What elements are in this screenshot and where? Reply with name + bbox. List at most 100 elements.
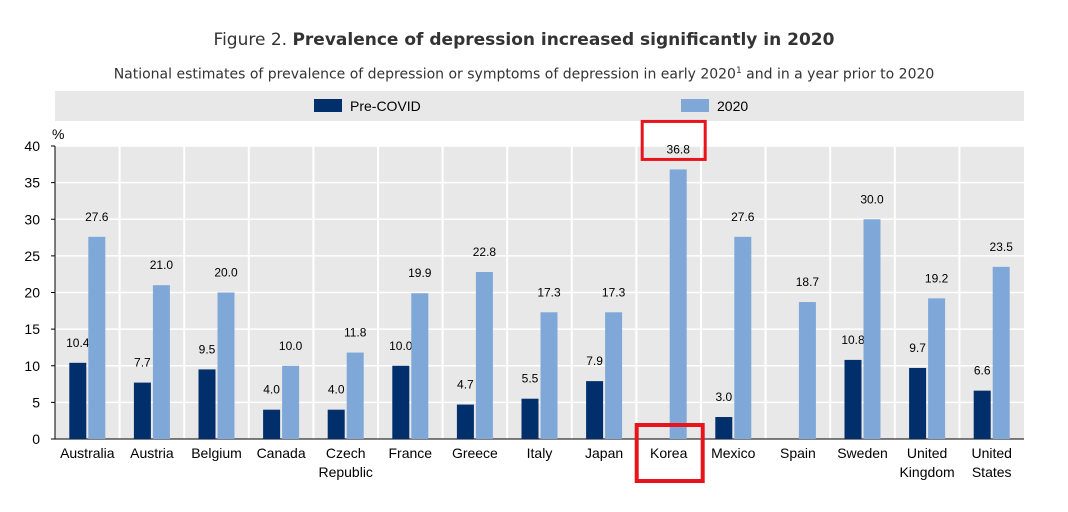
bar-1 (586, 381, 604, 439)
bar-2 (863, 219, 881, 439)
value-label: 6.6 (974, 364, 991, 378)
chart-subtitle: National estimates of prevalence of depr… (0, 66, 1048, 83)
value-label: 9.5 (199, 342, 216, 356)
value-label: 19.9 (408, 266, 432, 280)
bar-2 (669, 169, 687, 439)
figure-title: Prevalence of depression increased signi… (292, 30, 835, 50)
value-label: 17.3 (602, 285, 626, 299)
value-label: 3.0 (715, 390, 732, 404)
subtitle-rest: and in a year prior to 2020 (741, 66, 935, 83)
value-label: 10.0 (389, 339, 413, 353)
figure-number: Figure 2. (213, 30, 288, 50)
bar-1 (198, 369, 216, 439)
subtitle-text: National estimates of prevalence of depr… (113, 66, 736, 83)
bar-2 (928, 298, 946, 439)
bar-1 (844, 359, 862, 439)
y-tick-label: 0 (32, 431, 40, 447)
bar-1 (909, 367, 927, 439)
y-tick-label: 30 (24, 211, 40, 227)
category-label: Spain (780, 445, 816, 461)
category-label: Czech (326, 445, 366, 461)
bar-1 (69, 362, 87, 439)
category-label: United (907, 445, 947, 461)
category-label: Belgium (191, 445, 242, 461)
value-label: 19.2 (925, 271, 949, 285)
value-label: 30.0 (860, 192, 884, 206)
value-label: 21.0 (150, 258, 174, 272)
legend-label-1: Pre-COVID (350, 98, 421, 114)
value-label: 22.8 (473, 245, 497, 259)
value-label: 9.7 (909, 341, 926, 355)
category-label: Republic (318, 464, 372, 480)
y-tick-label: 15 (24, 321, 40, 337)
legend-swatch-1 (314, 99, 342, 112)
bar-2 (992, 266, 1010, 439)
bar-2 (88, 236, 106, 439)
bar-2 (411, 293, 429, 439)
category-label: Japan (585, 445, 623, 461)
value-label: 23.5 (990, 240, 1014, 254)
bar-2 (152, 285, 170, 439)
legend: Pre-COVID 2020 (314, 98, 748, 114)
bar-2 (475, 271, 493, 439)
y-tick-label: 10 (24, 358, 40, 374)
legend-swatch-2 (681, 99, 709, 112)
value-label: 27.6 (85, 210, 109, 224)
category-label: Kingdom (899, 464, 954, 480)
category-label: Austria (130, 445, 174, 461)
legend-band (55, 91, 1024, 121)
y-axis-unit: % (52, 126, 64, 142)
category-label: Sweden (837, 445, 888, 461)
value-label: 11.8 (344, 326, 367, 340)
bar-1 (521, 398, 539, 439)
value-label: 7.7 (134, 356, 151, 370)
y-tick-label: 25 (24, 248, 40, 264)
bar-1 (392, 365, 410, 439)
chart-title: Figure 2. Prevalence of depression incre… (0, 30, 1048, 50)
value-label: 18.7 (796, 275, 820, 289)
footnote-marker: 1 (735, 66, 742, 76)
x-axis-labels: Australia Austria Belgium Canada Czech Republ… (60, 445, 1012, 480)
value-label: 4.7 (457, 378, 474, 392)
bar-2 (282, 365, 300, 439)
bar-1 (133, 382, 151, 439)
value-label: 27.6 (731, 210, 755, 224)
value-label: 10.0 (279, 339, 303, 353)
bar-2 (734, 236, 752, 439)
highlight-boxes (634, 119, 707, 483)
category-label: Mexico (711, 445, 756, 461)
category-label: Canada (257, 445, 306, 461)
bar-1 (973, 390, 991, 439)
value-label: 4.0 (263, 383, 280, 397)
category-label: France (389, 445, 433, 461)
value-label: 5.5 (522, 372, 539, 386)
bar-1 (715, 417, 733, 439)
value-label: 10.8 (841, 333, 865, 347)
category-label: Greece (452, 445, 498, 461)
value-label: 17.3 (537, 285, 561, 299)
y-axis: 0 5 10 15 20 25 30 35 40% (24, 126, 1024, 447)
value-label: 20.0 (214, 266, 238, 280)
highlight-box-value (640, 119, 707, 161)
category-label: States (972, 464, 1012, 480)
bar-2 (217, 292, 235, 439)
y-tick-label: 40 (24, 138, 40, 154)
bar-2 (798, 302, 816, 439)
y-tick-label: 20 (24, 285, 40, 301)
value-label: 7.9 (586, 354, 603, 368)
bar-2 (605, 312, 623, 439)
bar-2 (346, 352, 364, 439)
bar-2 (540, 312, 558, 439)
value-label: 36.8 (667, 142, 691, 156)
y-tick-label: 5 (32, 394, 40, 410)
category-label: Australia (60, 445, 115, 461)
bar-1 (263, 409, 281, 439)
highlight-box-category (634, 423, 705, 483)
gridlines (55, 145, 1024, 439)
bars: 10.4 27.6 7.7 21.0 9.5 20.0 4.0 10.0 4.0 11.8 10.0… (66, 142, 1013, 439)
y-tick-label: 35 (24, 175, 40, 191)
bar-1 (327, 409, 345, 439)
value-label: 10.4 (66, 336, 90, 350)
category-label: Italy (527, 445, 553, 461)
